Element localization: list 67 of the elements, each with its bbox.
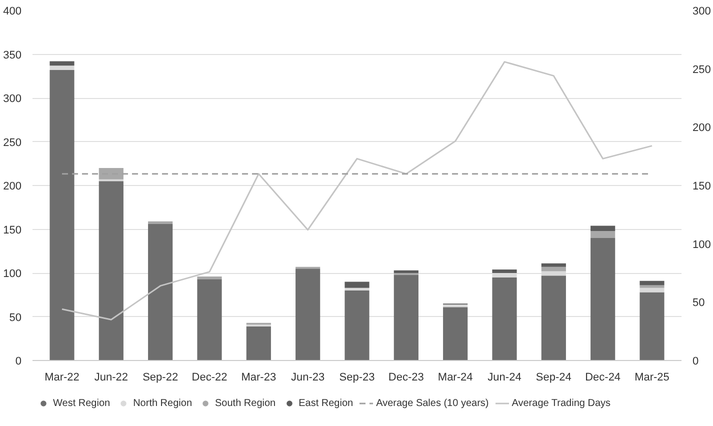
y-tick-label: 250 [3, 136, 22, 149]
y-tick-label: 150 [3, 224, 22, 236]
x-tick-label: Sep-23 [339, 372, 375, 384]
bar [148, 221, 173, 224]
x-tick-label: Jun-24 [488, 372, 522, 384]
y2-tick-label: 300 [692, 6, 711, 18]
x-tick-label: Mar-24 [438, 372, 473, 384]
y-tick-label: 100 [3, 268, 22, 280]
bar [98, 181, 124, 360]
bar [541, 263, 566, 267]
bar [492, 277, 517, 360]
bar [640, 280, 664, 286]
x-tick-label: Sep-24 [536, 372, 572, 384]
x-tick-label: Mar-25 [634, 372, 670, 384]
line-series [61, 61, 653, 320]
legend-label: East Region [298, 397, 354, 409]
bar [640, 292, 664, 360]
x-tick-label: Jun-23 [291, 372, 325, 384]
y2-tick-label: 0 [692, 356, 699, 368]
y2-tick-label: 50 [692, 297, 705, 310]
bar [197, 279, 222, 360]
bar [344, 290, 370, 360]
legend-label: North Region [133, 397, 192, 409]
bar [50, 66, 74, 70]
bar [590, 226, 616, 231]
y2-tick-label: 250 [692, 64, 711, 76]
y-tick-label: 200 [3, 180, 22, 192]
bar [541, 266, 566, 272]
legend-label: South Region [215, 397, 276, 409]
y2-tick-label: 100 [692, 238, 711, 251]
x-tick-label: Dec-22 [192, 372, 228, 384]
x-tick-label: Jun-22 [94, 372, 128, 384]
bar [50, 70, 74, 360]
bar [640, 288, 664, 292]
bar [541, 271, 566, 276]
x-tick-label: Sep-22 [142, 372, 178, 384]
y-tick-label: 300 [3, 93, 22, 105]
bar [492, 270, 517, 273]
bar [197, 276, 222, 280]
bar [541, 276, 566, 360]
y-tick-label: 50 [9, 312, 22, 324]
y-tick-label: 400 [3, 6, 22, 18]
y-tick-label: 350 [3, 49, 22, 62]
legend-label: Average Trading Days [512, 397, 611, 409]
bar [590, 231, 616, 238]
bar [246, 326, 271, 360]
bar [296, 268, 320, 360]
bar [443, 304, 468, 308]
bar [394, 274, 418, 360]
x-tick-label: Dec-23 [388, 372, 424, 384]
x-tick-label: Dec-24 [585, 372, 621, 384]
bar [640, 285, 664, 288]
legend-label: Average Sales (10 years) [376, 397, 489, 409]
bar [50, 61, 74, 66]
y2-tick-label: 200 [692, 122, 711, 134]
bar [492, 273, 517, 278]
y2-tick-label: 150 [692, 180, 711, 192]
bar [344, 288, 370, 290]
bar [590, 238, 616, 360]
bar [443, 307, 468, 360]
bar [344, 282, 370, 288]
x-tick-label: Mar-22 [44, 372, 80, 384]
legend-label: West Region [53, 397, 110, 409]
y-tick-label: 0 [15, 356, 22, 368]
x-tick-label: Mar-23 [241, 372, 276, 384]
bar [394, 270, 418, 273]
bar [148, 224, 173, 360]
